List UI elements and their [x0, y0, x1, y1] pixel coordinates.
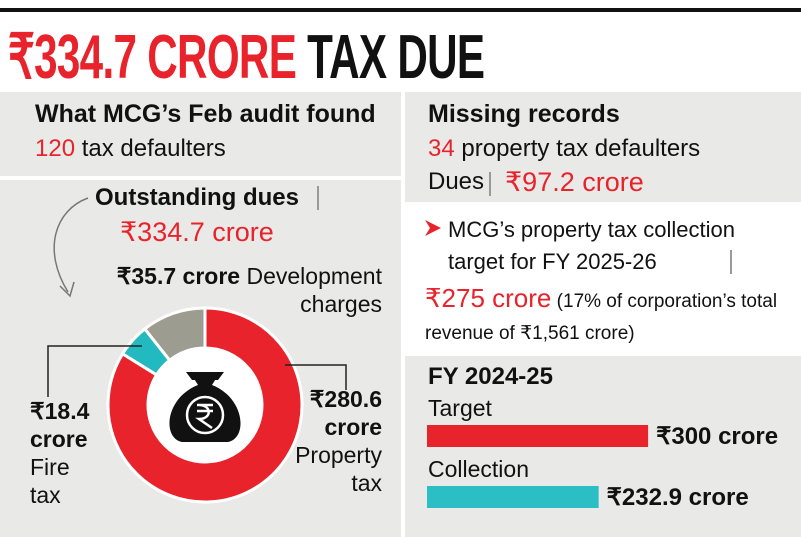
- panel: [0, 92, 401, 176]
- target-note: (17% of corporation’s total revenue of ₹…: [425, 291, 778, 344]
- top-rule: [0, 8, 801, 12]
- headline-highlight: ₹334.7 CRORE: [8, 23, 297, 92]
- target-text: MCG’s property tax collection target for…: [448, 217, 735, 274]
- arrow-head: [59, 281, 75, 298]
- bar-value-label: ₹300 crore: [656, 423, 779, 450]
- audit-count-text: tax defaulters: [81, 135, 226, 162]
- pie-segment: [106, 306, 304, 504]
- pie-label: ₹18.4 crore Fire tax: [30, 397, 100, 509]
- missing-count-line: 34 property tax defaulters: [428, 135, 700, 163]
- bar-chart-title: FY 2024-25: [428, 363, 553, 390]
- panel: [405, 92, 801, 202]
- bar-chart: [427, 425, 649, 508]
- leader-line: [47, 345, 142, 397]
- dues-label: Dues: [428, 168, 485, 195]
- audit-count: 120: [35, 135, 76, 162]
- audit-heading: What MCG’s Feb audit found: [35, 100, 376, 128]
- money-bag-icon: [169, 372, 241, 442]
- pie-category: Development charges: [246, 263, 382, 317]
- headline-rest: TAX DUE: [307, 23, 485, 92]
- dues-amount: ₹97.2 crore: [505, 167, 644, 197]
- bar-value-label: ₹232.9 crore: [606, 484, 749, 511]
- pie-category: Fire tax: [30, 454, 70, 508]
- bar: [427, 425, 649, 447]
- pie-value-label: ₹280.6 crore: [309, 386, 382, 440]
- bar-category: Collection: [428, 456, 529, 482]
- pie-label: ₹280.6 crore Property tax: [272, 385, 382, 497]
- pie-value-label: ₹18.4 crore: [30, 398, 90, 452]
- leader-line: [285, 364, 347, 390]
- headline: ₹334.7 CRORE TAX DUE: [8, 20, 485, 93]
- audit-count-line: 120 tax defaulters: [35, 135, 226, 163]
- bar: [427, 486, 599, 508]
- missing-heading: Missing records: [428, 100, 620, 128]
- missing-count-text: property tax defaulters: [461, 135, 701, 162]
- pie-label: ₹35.7 crore Development charges: [82, 262, 382, 318]
- missing-count: 34: [428, 135, 455, 162]
- outstanding-label: Outstanding dues: [95, 184, 299, 211]
- pointer-arrow: [425, 220, 441, 236]
- pie-category: Property tax: [295, 442, 382, 496]
- target-amount: ₹275 crore: [425, 283, 552, 313]
- pie-value-label: ₹35.7 crore: [116, 263, 241, 289]
- target-amount-line: ₹275 crore (17% of corporation’s total r…: [425, 282, 790, 350]
- bar-category: Target: [428, 395, 492, 421]
- outstanding-amount: ₹334.7 crore: [120, 217, 274, 247]
- curved-arrow: [53, 197, 89, 293]
